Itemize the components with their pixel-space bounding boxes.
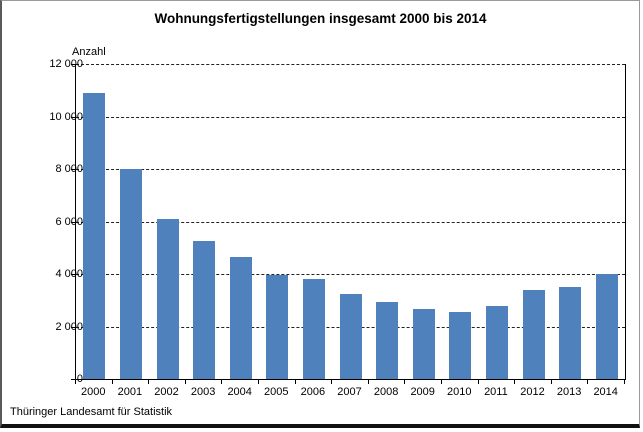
chart-title: Wohnungsfertigstellungen insgesamt 2000 …: [154, 11, 487, 26]
x-tick-label-2009: 2009: [410, 386, 435, 398]
x-tick-mark-10: [441, 380, 442, 384]
source-note: Thüringer Landesamt für Statistik: [10, 406, 173, 418]
x-tick-label-2001: 2001: [117, 386, 143, 398]
bar-2006: [302, 279, 325, 379]
bar-2012: [522, 289, 545, 379]
x-tick-label-2013: 2013: [556, 386, 582, 398]
y-tick-label-0: 0: [76, 373, 83, 385]
x-tick-label-2011: 2011: [484, 386, 508, 398]
y-tick-mark-0: [71, 379, 75, 380]
y-tick-label-4000: 4 000: [55, 268, 83, 280]
gridline-6000: [76, 221, 625, 223]
bar-2002: [156, 218, 179, 379]
x-tick-mark-13: [550, 380, 552, 384]
bar-2001: [119, 169, 142, 379]
bar-2007: [339, 293, 362, 379]
y-tick-label-8000: 8 000: [55, 163, 83, 175]
x-tick-mark-12: [514, 380, 516, 384]
y-tick-mark-6000: [71, 221, 75, 223]
gridline-10000: [76, 116, 625, 118]
x-tick-label-2014: 2014: [593, 386, 618, 398]
y-tick-mark-12000: [71, 64, 75, 65]
x-tick-label-2003: 2003: [190, 386, 216, 398]
y-tick-label-2000: 2 000: [55, 320, 83, 333]
x-tick-mark-0: [75, 380, 76, 384]
y-axis-title: Anzahl: [72, 46, 106, 58]
x-tick-label-2010: 2010: [447, 386, 472, 398]
y-tick-mark-2000: [71, 326, 75, 328]
x-tick-mark-3: [184, 380, 186, 384]
y-tick-mark-4000: [71, 274, 75, 275]
bar-2013: [559, 287, 582, 379]
x-tick-mark-11: [477, 380, 479, 384]
x-tick-mark-4: [221, 380, 223, 384]
x-tick-label-2012: 2012: [520, 386, 545, 398]
bar-2008: [376, 301, 399, 379]
y-tick-label-10000: 10 000: [49, 110, 83, 123]
x-tick-mark-9: [404, 380, 406, 384]
y-tick-mark-8000: [71, 169, 75, 170]
y-tick-label-12000: 12 000: [49, 58, 83, 70]
x-tick-mark-1: [111, 380, 113, 384]
bar-2005: [266, 275, 289, 379]
y-tick-mark-10000: [71, 116, 75, 118]
x-tick-label-2008: 2008: [373, 386, 399, 398]
bar-2011: [485, 305, 508, 379]
x-tick-mark-7: [331, 380, 333, 384]
gridline-8000: [76, 169, 625, 170]
x-tick-label-2000: 2000: [81, 386, 106, 398]
x-tick-mark-8: [367, 380, 369, 384]
x-tick-mark-5: [258, 380, 259, 384]
x-tick-mark-2: [148, 380, 150, 384]
x-tick-label-2006: 2006: [300, 386, 326, 398]
bar-2003: [193, 241, 216, 379]
bar-2000: [83, 92, 106, 379]
x-tick-mark-14: [587, 380, 589, 384]
x-tick-label-2007: 2007: [337, 386, 362, 398]
bar-2004: [229, 256, 252, 379]
bar-2010: [449, 312, 472, 379]
gridline-12000: [76, 64, 625, 65]
x-tick-label-2005: 2005: [264, 386, 289, 398]
x-tick-mark-6: [294, 380, 296, 384]
x-tick-label-2002: 2002: [154, 386, 179, 398]
bar-2009: [412, 309, 435, 379]
gridline-4000: [76, 274, 625, 275]
bar-2014: [595, 274, 618, 379]
x-tick-mark-15: [624, 380, 625, 384]
x-tick-label-2004: 2004: [227, 386, 252, 398]
y-tick-label-6000: 6 000: [55, 215, 83, 228]
plot-area: [75, 64, 626, 380]
